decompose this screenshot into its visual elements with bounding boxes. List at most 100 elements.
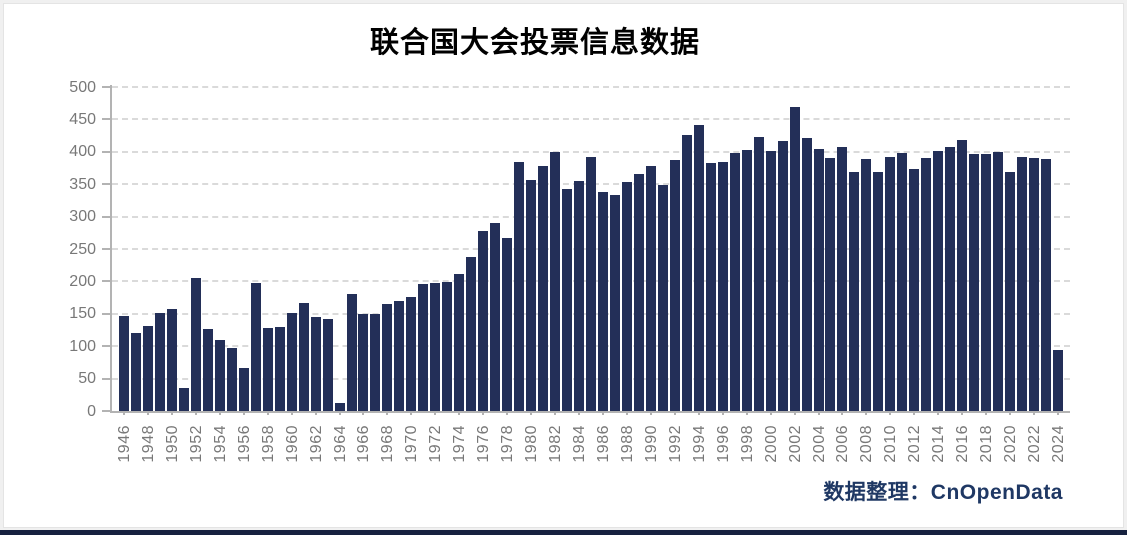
x-tick-label-1964: 1964 xyxy=(332,425,349,475)
x-tick-label-text: 1992 xyxy=(666,425,684,463)
x-tick-2004 xyxy=(817,411,820,415)
x-tick-label-text: 2024 xyxy=(1050,425,1067,463)
x-tick-1988 xyxy=(625,411,628,415)
y-gridline-450 xyxy=(112,118,1070,121)
bar-2017 xyxy=(969,153,980,411)
bar-2019 xyxy=(993,152,1004,411)
x-tick-label-text: 1952 xyxy=(187,425,205,463)
x-tick-label-text: 1980 xyxy=(523,425,541,463)
x-tick-label-text: 1962 xyxy=(307,425,325,463)
bar-2009 xyxy=(873,171,884,411)
x-tick-label-text: 1958 xyxy=(259,425,277,463)
y-tick-450 xyxy=(102,118,110,121)
x-tick-label-text: 1946 xyxy=(116,425,133,463)
y-tick-500 xyxy=(102,86,110,88)
bar-2021 xyxy=(1017,156,1028,411)
x-tick-1968 xyxy=(386,411,389,415)
bar-2022 xyxy=(1029,158,1040,411)
bar-2016 xyxy=(957,139,968,411)
x-tick-2006 xyxy=(841,411,844,415)
bar-2004 xyxy=(813,148,824,411)
y-tick-label-500: 500 xyxy=(69,78,96,96)
bar-1954 xyxy=(214,339,225,411)
y-gridline-400 xyxy=(112,150,1070,153)
bar-2012 xyxy=(909,169,920,411)
bar-2002 xyxy=(789,107,800,411)
x-tick-label-text: 1960 xyxy=(283,425,301,463)
bar-2018 xyxy=(981,153,992,411)
x-tick-label-text: 1972 xyxy=(427,425,445,463)
x-tick-label-2004: 2004 xyxy=(811,425,828,475)
x-tick-label-1996: 1996 xyxy=(714,425,732,475)
bar-1977 xyxy=(490,223,501,411)
x-tick-1992 xyxy=(673,411,676,415)
x-tick-2018 xyxy=(985,411,988,415)
bar-2011 xyxy=(897,153,908,411)
bar-1957 xyxy=(250,282,261,411)
x-tick-label-1978: 1978 xyxy=(499,425,516,475)
x-tick-label-text: 1974 xyxy=(451,425,469,463)
x-tick-label-1992: 1992 xyxy=(666,425,684,475)
x-tick-1966 xyxy=(362,411,365,415)
x-tick-label-text: 1950 xyxy=(163,425,181,463)
x-tick-label-text: 1998 xyxy=(738,425,756,463)
x-tick-label-text: 1948 xyxy=(139,425,157,463)
bar-1983 xyxy=(562,189,573,411)
x-tick-label-text: 2008 xyxy=(858,425,876,463)
bar-1952 xyxy=(190,277,201,411)
x-tick-label-text: 1954 xyxy=(211,425,229,463)
x-tick-label-1968: 1968 xyxy=(379,425,396,475)
bar-1968 xyxy=(382,304,393,411)
bar-1951 xyxy=(178,388,189,411)
bar-1965 xyxy=(346,293,357,411)
y-tick-350 xyxy=(102,183,110,186)
x-tick-label-text: 1996 xyxy=(714,425,732,463)
bar-1950 xyxy=(166,309,177,411)
x-tick-label-text: 1994 xyxy=(690,425,708,463)
bar-1975 xyxy=(466,256,477,411)
x-tick-label-2020: 2020 xyxy=(1002,425,1019,475)
y-gridline-500 xyxy=(112,86,1070,88)
y-tick-label-350: 350 xyxy=(69,175,96,193)
x-tick-label-2016: 2016 xyxy=(954,425,971,475)
bar-1995 xyxy=(705,162,716,411)
x-tick-1972 xyxy=(434,411,437,415)
x-tick-label-text: 1990 xyxy=(642,425,660,463)
bar-2000 xyxy=(765,150,776,411)
plot-area: 0 50 100 150 200 250 300 350 400 450 500 1946 1948 19… xyxy=(69,79,1070,463)
x-tick-1978 xyxy=(506,411,509,415)
x-tick-label-text: 1988 xyxy=(618,425,636,463)
bar-1948 xyxy=(142,326,153,411)
bar-2013 xyxy=(921,158,932,411)
x-tick-label-1988: 1988 xyxy=(618,425,636,475)
y-tick-label-100: 100 xyxy=(69,337,96,355)
x-tick-1948 xyxy=(146,411,149,415)
bar-2024 xyxy=(1053,350,1063,411)
x-tick-1996 xyxy=(721,411,724,415)
x-tick-label-text: 2012 xyxy=(906,425,924,463)
x-tick-label-1998: 1998 xyxy=(738,425,756,475)
x-tick-label-text: 1984 xyxy=(571,425,589,463)
x-tick-label-1970: 1970 xyxy=(403,425,420,475)
y-axis-line xyxy=(110,85,112,413)
bar-1990 xyxy=(645,166,656,411)
y-tick-label-400: 400 xyxy=(69,143,96,161)
x-tick-1994 xyxy=(697,411,700,415)
x-tick-2024 xyxy=(1057,411,1059,415)
bar-1967 xyxy=(370,313,381,411)
y-tick-label-250: 250 xyxy=(69,240,96,258)
bar-1997 xyxy=(729,153,740,411)
bar-1978 xyxy=(502,237,513,411)
bar-1988 xyxy=(621,181,632,411)
x-tick-label-text: 2022 xyxy=(1026,425,1044,463)
x-tick-label-1958: 1958 xyxy=(259,425,277,475)
x-tick-label-2018: 2018 xyxy=(978,425,995,475)
x-tick-label-text: 1982 xyxy=(547,425,565,463)
x-tick-1954 xyxy=(218,411,221,415)
bar-1958 xyxy=(262,328,273,411)
bar-1973 xyxy=(442,282,453,411)
bar-1959 xyxy=(274,326,285,411)
bar-1991 xyxy=(657,184,668,411)
bar-1999 xyxy=(753,136,764,411)
